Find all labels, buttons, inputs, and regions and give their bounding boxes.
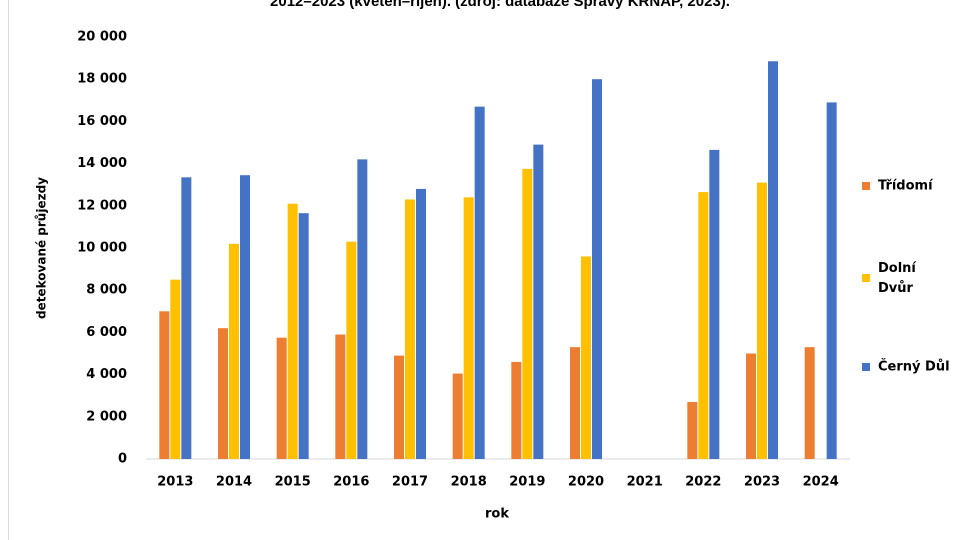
x-tick-label: 2022	[685, 475, 721, 490]
bar	[287, 203, 298, 459]
bar	[416, 188, 426, 460]
bar	[768, 61, 778, 459]
bar	[687, 402, 698, 459]
bar	[229, 243, 239, 459]
bar	[698, 192, 709, 459]
legend-label: Dolní Dvůr	[878, 261, 917, 296]
x-tick-label: 2020	[568, 475, 604, 490]
legend-swatch	[862, 274, 870, 282]
y-tick-label: 18 000	[77, 72, 127, 87]
bar	[394, 355, 404, 459]
y-tick-label: 16 000	[77, 114, 127, 129]
chart-title: 2012–2023 (květen–říjen). (zdroj: databá…	[270, 0, 730, 10]
bar	[240, 175, 250, 459]
bar	[804, 347, 815, 459]
x-tick-label: 2013	[157, 475, 193, 490]
bar	[276, 337, 287, 459]
bar	[452, 373, 463, 459]
bar	[581, 256, 591, 459]
bar	[181, 177, 192, 459]
x-tick-label: 2019	[509, 475, 545, 490]
y-tick-label: 6 000	[86, 325, 127, 340]
bar	[533, 144, 544, 460]
legend-label: Třídomí	[878, 179, 934, 194]
bar	[335, 334, 346, 459]
bar	[709, 149, 720, 459]
bar	[522, 168, 533, 459]
bar	[346, 241, 357, 459]
bar	[511, 361, 522, 459]
bar	[570, 347, 580, 459]
bar	[357, 159, 368, 459]
bar	[159, 311, 170, 459]
bar	[405, 199, 415, 459]
bar	[298, 213, 309, 459]
x-axis-label: rok	[485, 507, 509, 522]
y-tick-label: 0	[118, 452, 127, 467]
y-tick-label: 10 000	[77, 241, 127, 256]
bar	[757, 182, 767, 459]
bar	[463, 197, 474, 460]
y-tick-label: 4 000	[86, 367, 127, 382]
y-tick-label: 2 000	[86, 409, 127, 424]
x-tick-label: 2021	[627, 475, 663, 490]
x-tick-label: 2023	[744, 475, 780, 490]
y-tick-label: 8 000	[86, 283, 127, 298]
x-tick-label: 2015	[275, 475, 311, 490]
bar	[218, 328, 228, 459]
bar	[474, 106, 485, 459]
bar	[170, 279, 181, 459]
y-tick-label: 20 000	[77, 30, 127, 45]
y-tick-label: 14 000	[77, 156, 127, 171]
x-tick-label: 2018	[451, 475, 487, 490]
legend-swatch	[862, 363, 870, 371]
x-tick-label: 2014	[216, 475, 252, 490]
x-tick-label: 2024	[803, 475, 839, 490]
legend-label: Černý Důl	[878, 359, 950, 375]
bar	[592, 79, 602, 459]
y-tick-label: 12 000	[77, 198, 127, 213]
x-tick-label: 2017	[392, 475, 428, 490]
legend-swatch	[862, 182, 870, 190]
y-axis-label: detekované průjezdy	[35, 177, 49, 319]
bar	[746, 353, 756, 459]
x-tick-label: 2016	[333, 475, 369, 490]
bar	[826, 102, 837, 459]
